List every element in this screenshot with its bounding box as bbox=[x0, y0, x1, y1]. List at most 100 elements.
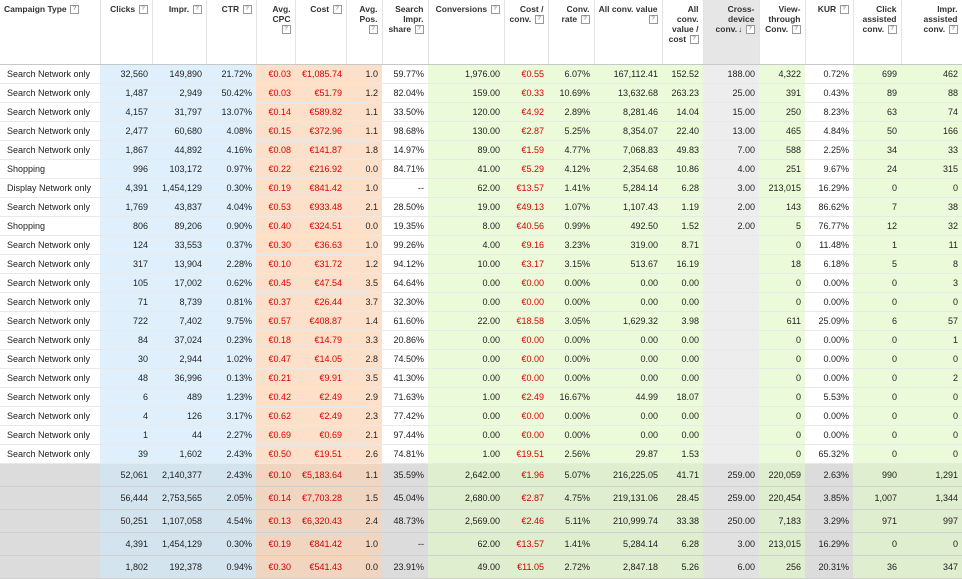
table-cell: €0.00 bbox=[504, 349, 548, 369]
column-header[interactable]: Campaign Type ? bbox=[0, 0, 101, 65]
table-cell: -- bbox=[382, 532, 428, 556]
table-cell bbox=[703, 387, 759, 407]
column-header-text: Click assisted conv. bbox=[862, 4, 897, 34]
table-cell: 5.25% bbox=[548, 121, 594, 141]
campaign-type-cell bbox=[0, 532, 100, 556]
table-row[interactable]: Search Network only 4,157 31,797 13.07% €0.1… bbox=[0, 102, 962, 122]
table-cell: 89.00 bbox=[428, 140, 504, 160]
table-row[interactable]: Shopping 996 103,172 0.97% €0.22 €216.92 0.0 84… bbox=[0, 159, 962, 179]
column-header[interactable]: Impr. ? bbox=[152, 0, 207, 65]
table-row[interactable]: Search Network only 1,487 2,949 50.42% €0.03… bbox=[0, 83, 962, 103]
table-cell: 1.41% bbox=[548, 532, 594, 556]
table-cell: 2.6 bbox=[346, 444, 382, 464]
table-cell: 0 bbox=[853, 292, 901, 312]
table-cell: 0 bbox=[901, 387, 962, 407]
table-cell: 1.53 bbox=[662, 444, 703, 464]
help-icon[interactable]: ? bbox=[414, 25, 424, 35]
help-icon[interactable]: ? bbox=[192, 5, 202, 15]
table-row[interactable]: Search Network only 4 126 3.17% €0.62 €2.49 2.… bbox=[0, 406, 962, 426]
help-icon[interactable]: ? bbox=[242, 5, 252, 15]
table-cell: 20.31% bbox=[805, 555, 853, 579]
table-row[interactable]: Search Network only 1,867 44,892 4.16% €0.08… bbox=[0, 140, 962, 160]
table-cell: €0.14 bbox=[256, 486, 295, 510]
column-header[interactable]: Click assisted conv. ? bbox=[853, 0, 902, 65]
table-row[interactable]: Search Network only 105 17,002 0.62% €0.45 €4… bbox=[0, 273, 962, 293]
column-header[interactable]: Clicks ? bbox=[100, 0, 153, 65]
campaign-type-cell: Search Network only bbox=[0, 330, 100, 350]
table-cell: 0.00 bbox=[428, 425, 504, 445]
help-icon[interactable]: ? bbox=[791, 25, 801, 35]
table-row[interactable]: Search Network only 1,769 43,837 4.04% €0.53… bbox=[0, 197, 962, 217]
column-header-text: Conversions bbox=[435, 4, 488, 14]
table-row[interactable]: Display Network only 4,391 1,454,129 0.30% €… bbox=[0, 178, 962, 198]
help-icon[interactable]: ? bbox=[887, 25, 897, 35]
help-icon[interactable]: ? bbox=[281, 25, 291, 35]
table-cell: 89 bbox=[853, 83, 901, 103]
help-icon[interactable]: ? bbox=[689, 35, 699, 45]
total-row: 52,061 2,140,377 2.43% €0.10 €5,183.64 1.1 35.… bbox=[0, 463, 962, 487]
column-header-label: Cost / conv. ? bbox=[509, 4, 544, 25]
table-cell: 2,753,565 bbox=[152, 486, 206, 510]
column-header[interactable]: Conv. rate ? bbox=[548, 0, 595, 65]
help-icon[interactable]: ? bbox=[648, 15, 658, 25]
table-row[interactable]: Search Network only 84 37,024 0.23% €0.18 €14… bbox=[0, 330, 962, 350]
table-cell: €4.92 bbox=[504, 102, 548, 122]
column-header[interactable]: All conv. value ? bbox=[594, 0, 663, 65]
help-icon[interactable]: ? bbox=[580, 15, 590, 25]
column-header[interactable]: Avg. Pos. ? bbox=[346, 0, 383, 65]
help-icon[interactable]: ? bbox=[490, 5, 500, 15]
column-header[interactable]: KUR ? bbox=[805, 0, 854, 65]
table-cell: 3.00 bbox=[703, 532, 759, 556]
table-cell: 12 bbox=[853, 216, 901, 236]
table-cell: €0.69 bbox=[256, 425, 295, 445]
table-row[interactable]: Search Network only 30 2,944 1.02% €0.47 €14.… bbox=[0, 349, 962, 369]
table-row[interactable]: Shopping 806 89,206 0.90% €0.40 €324.51 0.0 19.… bbox=[0, 216, 962, 236]
table-cell: 2.4 bbox=[346, 509, 382, 533]
table-cell: 33.38 bbox=[662, 509, 703, 533]
table-cell: 10.69% bbox=[548, 83, 594, 103]
column-header[interactable]: Avg. CPC ? bbox=[256, 0, 296, 65]
column-header[interactable]: Cross-device conv.↓ ? bbox=[703, 0, 760, 65]
table-cell: 2,680.00 bbox=[428, 486, 504, 510]
table-cell: 0.00% bbox=[805, 349, 853, 369]
help-icon[interactable]: ? bbox=[948, 25, 958, 35]
table-cell: 0 bbox=[901, 292, 962, 312]
help-icon[interactable]: ? bbox=[839, 5, 849, 15]
column-header[interactable]: Cost / conv. ? bbox=[504, 0, 549, 65]
help-icon[interactable]: ? bbox=[745, 25, 755, 35]
table-cell: 7 bbox=[853, 197, 901, 217]
table-cell: 4.00 bbox=[703, 159, 759, 179]
column-header[interactable]: Conversions ? bbox=[428, 0, 505, 65]
table-row[interactable]: Search Network only 71 8,739 0.81% €0.37 €26.… bbox=[0, 292, 962, 312]
column-header[interactable]: View-through Conv. ? bbox=[759, 0, 806, 65]
campaign-type-cell bbox=[0, 555, 100, 579]
table-cell: 28.45 bbox=[662, 486, 703, 510]
help-icon[interactable]: ? bbox=[332, 5, 342, 15]
column-header[interactable]: Impr. assisted conv. ? bbox=[901, 0, 962, 65]
column-header[interactable]: CTR ? bbox=[206, 0, 257, 65]
table-row[interactable]: Search Network only 124 33,553 0.37% €0.30 €3… bbox=[0, 235, 962, 255]
table-cell: €0.00 bbox=[504, 368, 548, 388]
table-cell: 6 bbox=[100, 387, 152, 407]
table-cell: 89,206 bbox=[152, 216, 206, 236]
table-row[interactable]: Search Network only 32,560 149,890 21.72% €0… bbox=[0, 64, 962, 84]
table-cell: 0.00% bbox=[548, 425, 594, 445]
help-icon[interactable]: ? bbox=[534, 15, 544, 25]
table-row[interactable]: Search Network only 39 1,602 2.43% €0.50 €19.… bbox=[0, 444, 962, 464]
table-row[interactable]: Search Network only 722 7,402 9.75% €0.57 €40… bbox=[0, 311, 962, 331]
help-icon[interactable]: ? bbox=[368, 25, 378, 35]
table-cell: 588 bbox=[759, 140, 805, 160]
help-icon[interactable]: ? bbox=[138, 5, 148, 15]
table-cell: 4.04% bbox=[206, 197, 256, 217]
column-header[interactable]: All conv. value / cost ? bbox=[662, 0, 704, 65]
column-header[interactable]: Cost ? bbox=[295, 0, 347, 65]
table-cell: 14.97% bbox=[382, 140, 428, 160]
column-header[interactable]: Search Impr. share ? bbox=[382, 0, 429, 65]
table-cell: 0.00% bbox=[548, 368, 594, 388]
table-row[interactable]: Search Network only 2,477 60,680 4.08% €0.15… bbox=[0, 121, 962, 141]
help-icon[interactable]: ? bbox=[70, 5, 80, 15]
table-row[interactable]: Search Network only 1 44 2.27% €0.69 €0.69 2.1… bbox=[0, 425, 962, 445]
table-row[interactable]: Search Network only 48 36,996 0.13% €0.21 €9.… bbox=[0, 368, 962, 388]
table-row[interactable]: Search Network only 317 13,904 2.28% €0.10 €3… bbox=[0, 254, 962, 274]
table-row[interactable]: Search Network only 6 489 1.23% €0.42 €2.49 2.… bbox=[0, 387, 962, 407]
